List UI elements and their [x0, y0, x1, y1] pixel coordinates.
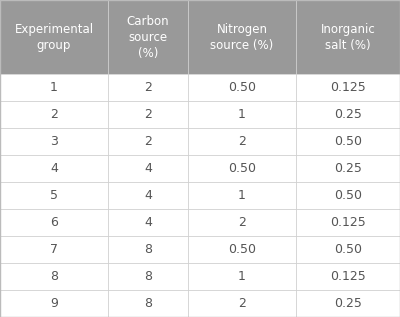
Text: 0.125: 0.125: [330, 81, 366, 94]
Bar: [188, 0, 296, 74]
Text: 0.50: 0.50: [228, 162, 256, 175]
Bar: [0, 128, 108, 155]
Text: 0.50: 0.50: [228, 243, 256, 256]
Bar: [296, 209, 400, 236]
Text: Inorganic
salt (%): Inorganic salt (%): [321, 23, 375, 52]
Bar: [0, 101, 108, 128]
Bar: [0, 0, 108, 74]
Bar: [108, 128, 188, 155]
Text: 0.50: 0.50: [334, 135, 362, 148]
Text: Nitrogen
source (%): Nitrogen source (%): [210, 23, 274, 52]
Text: 9: 9: [50, 297, 58, 310]
Text: 0.25: 0.25: [334, 108, 362, 121]
Text: 2: 2: [50, 108, 58, 121]
Bar: [296, 128, 400, 155]
Text: 1: 1: [50, 81, 58, 94]
Bar: [188, 263, 296, 290]
Bar: [108, 155, 188, 182]
Text: 2: 2: [144, 81, 152, 94]
Bar: [296, 0, 400, 74]
Text: 0.125: 0.125: [330, 270, 366, 283]
Text: 4: 4: [144, 216, 152, 229]
Bar: [296, 74, 400, 101]
Bar: [108, 101, 188, 128]
Bar: [108, 263, 188, 290]
Bar: [0, 155, 108, 182]
Text: 8: 8: [144, 270, 152, 283]
Bar: [296, 236, 400, 263]
Text: 3: 3: [50, 135, 58, 148]
Text: 4: 4: [50, 162, 58, 175]
Bar: [296, 182, 400, 209]
Text: 0.25: 0.25: [334, 162, 362, 175]
Text: 0.50: 0.50: [228, 81, 256, 94]
Bar: [188, 209, 296, 236]
Bar: [0, 74, 108, 101]
Text: 6: 6: [50, 216, 58, 229]
Bar: [0, 209, 108, 236]
Text: 0.50: 0.50: [334, 189, 362, 202]
Text: 0.25: 0.25: [334, 297, 362, 310]
Text: 1: 1: [238, 108, 246, 121]
Bar: [108, 209, 188, 236]
Text: 2: 2: [238, 297, 246, 310]
Text: Carbon
source
(%): Carbon source (%): [127, 15, 169, 60]
Bar: [188, 155, 296, 182]
Bar: [296, 263, 400, 290]
Bar: [188, 128, 296, 155]
Bar: [0, 290, 108, 317]
Bar: [108, 74, 188, 101]
Bar: [188, 290, 296, 317]
Text: Experimental
group: Experimental group: [14, 23, 94, 52]
Text: 8: 8: [144, 243, 152, 256]
Text: 2: 2: [238, 135, 246, 148]
Bar: [188, 74, 296, 101]
Text: 2: 2: [144, 135, 152, 148]
Bar: [108, 182, 188, 209]
Text: 8: 8: [50, 270, 58, 283]
Text: 0.125: 0.125: [330, 216, 366, 229]
Text: 5: 5: [50, 189, 58, 202]
Text: 7: 7: [50, 243, 58, 256]
Bar: [296, 290, 400, 317]
Bar: [296, 101, 400, 128]
Bar: [188, 236, 296, 263]
Text: 4: 4: [144, 189, 152, 202]
Bar: [296, 155, 400, 182]
Bar: [0, 236, 108, 263]
Text: 2: 2: [144, 108, 152, 121]
Text: 8: 8: [144, 297, 152, 310]
Text: 1: 1: [238, 189, 246, 202]
Bar: [108, 0, 188, 74]
Bar: [188, 101, 296, 128]
Text: 4: 4: [144, 162, 152, 175]
Bar: [0, 182, 108, 209]
Bar: [0, 263, 108, 290]
Text: 0.50: 0.50: [334, 243, 362, 256]
Bar: [108, 290, 188, 317]
Text: 2: 2: [238, 216, 246, 229]
Bar: [188, 182, 296, 209]
Bar: [108, 236, 188, 263]
Text: 1: 1: [238, 270, 246, 283]
